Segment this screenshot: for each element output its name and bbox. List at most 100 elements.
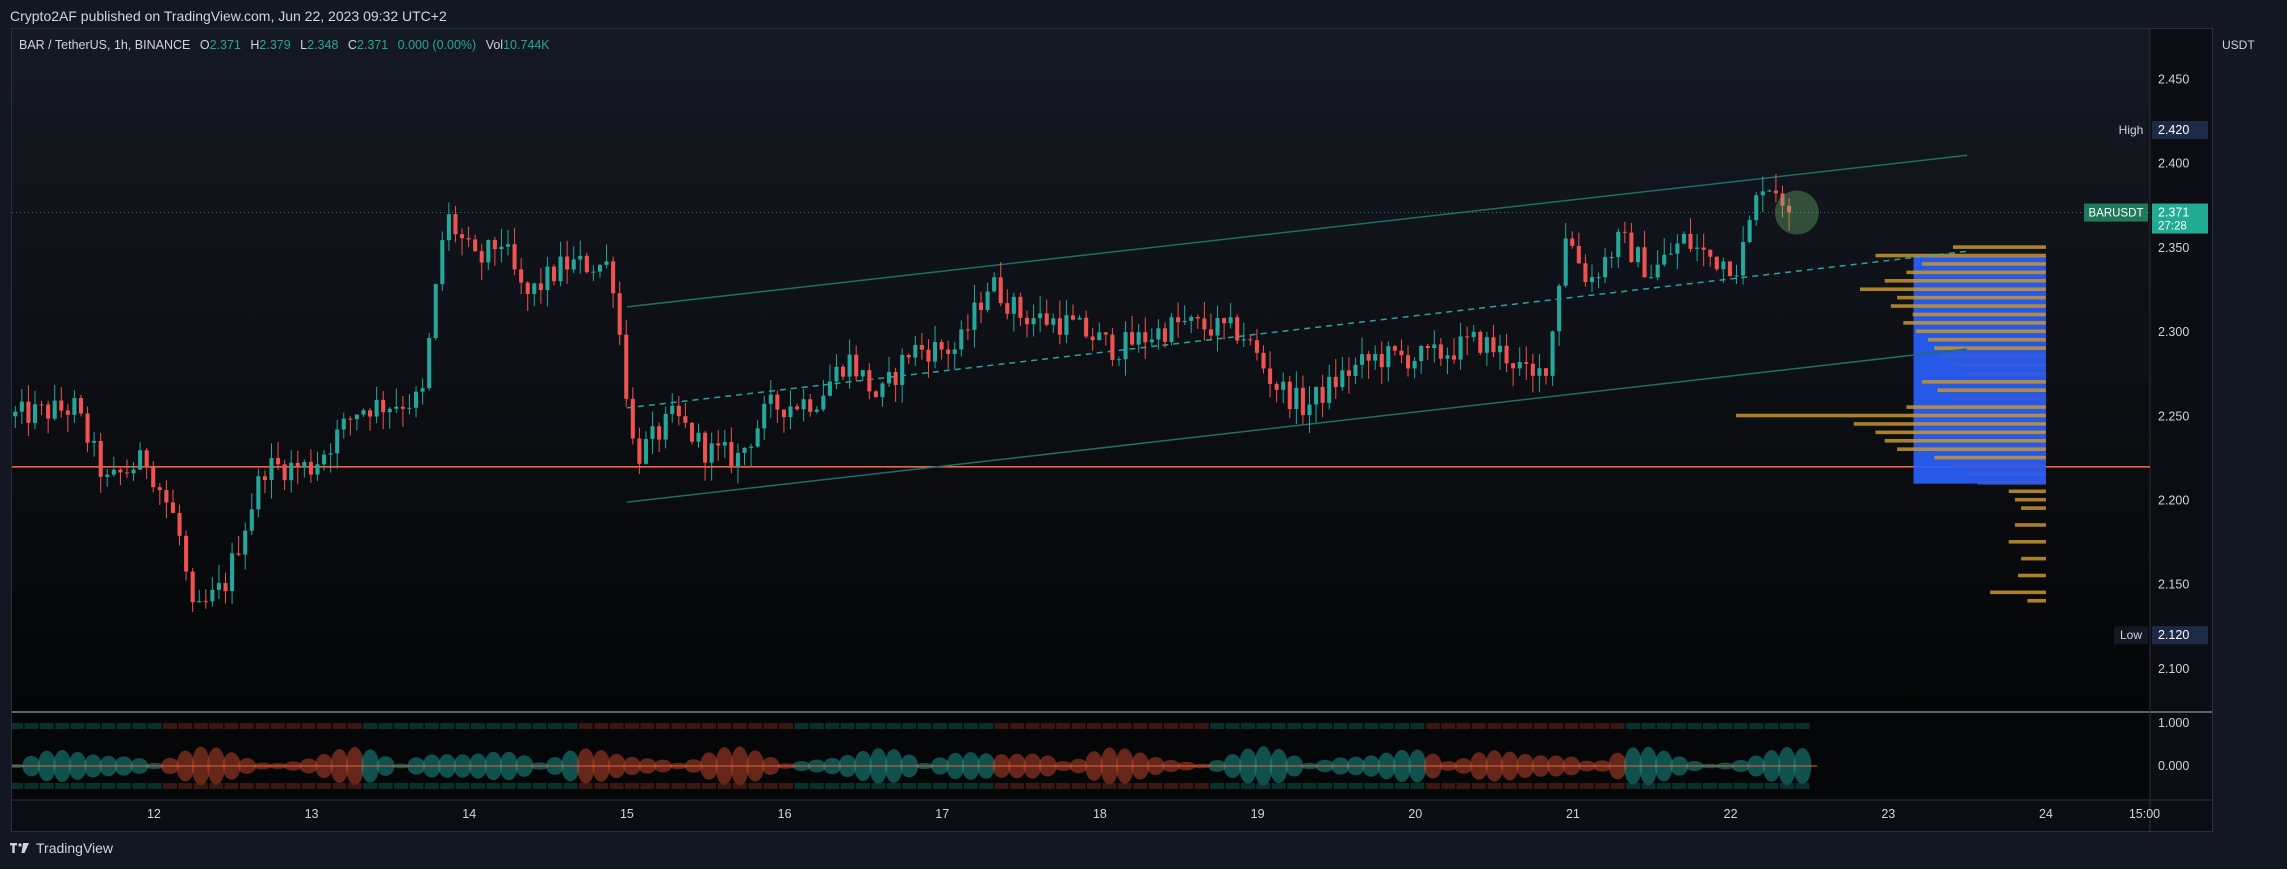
oscillator-heat-cell xyxy=(856,723,870,729)
chart-frame[interactable]: 2.450 2.400 2.350 2.300 2.250 2.200 2.150 2.100… xyxy=(11,28,2213,832)
candle xyxy=(1465,326,1470,356)
candle-body xyxy=(223,583,228,592)
oscillator-heat-cell xyxy=(1364,783,1379,789)
oscillator-heat-cell xyxy=(578,723,593,729)
candle xyxy=(1182,305,1187,325)
ohlc-legend: BAR / TetherUS, 1h, BINANCE O2.371 H2.37… xyxy=(19,38,550,52)
oscillator-heat-cell xyxy=(1194,723,1209,729)
candle-body xyxy=(466,238,471,240)
volume-profile-bar xyxy=(1977,481,2046,485)
oscillator-heat-cell xyxy=(486,723,501,729)
oscillator-heat-cell xyxy=(1117,783,1132,789)
candle xyxy=(926,339,931,378)
candle-body xyxy=(348,418,353,420)
oscillator-heat-cell xyxy=(994,783,1009,789)
price-tick-label: 2.450 xyxy=(2158,73,2189,87)
symbol-title[interactable]: BAR / TetherUS, 1h, BINANCE xyxy=(19,38,191,52)
price-tick-label: 2.350 xyxy=(2158,241,2189,255)
candle-body xyxy=(1695,247,1700,249)
candle xyxy=(1149,328,1154,346)
candle xyxy=(1070,304,1076,321)
candle-body xyxy=(689,422,694,442)
oscillator-heat-cell xyxy=(532,783,547,789)
candle xyxy=(85,406,90,453)
volume-profile-bar xyxy=(1921,380,2046,384)
candle xyxy=(32,390,38,430)
oscillator-heat-cell xyxy=(193,723,208,729)
chart-canvas[interactable]: 2.450 2.400 2.350 2.300 2.250 2.200 2.150 2.100… xyxy=(12,29,2212,831)
oscillator-heat-cell xyxy=(1318,723,1332,729)
candle-body xyxy=(322,454,327,465)
oscillator-heat-cell xyxy=(255,783,270,789)
candle xyxy=(262,470,267,494)
candle-body xyxy=(1557,285,1562,332)
candle xyxy=(276,442,281,471)
candle-body xyxy=(39,404,44,406)
candle xyxy=(1064,300,1069,344)
candle xyxy=(1307,386,1312,434)
candle xyxy=(46,400,51,434)
candle xyxy=(433,283,438,341)
candle xyxy=(1642,230,1647,278)
candle xyxy=(499,228,504,263)
volume-profile-bar xyxy=(1912,312,2046,317)
candle xyxy=(1504,333,1509,373)
candle-body xyxy=(282,464,287,481)
candle-body xyxy=(808,399,813,412)
candle-body xyxy=(551,266,557,282)
candle xyxy=(26,385,31,437)
candle-body xyxy=(59,400,64,411)
candle-body xyxy=(361,410,366,415)
candle-body xyxy=(19,401,24,412)
oscillator-heat-cell xyxy=(640,783,655,789)
oscillator-heat-cell xyxy=(1133,723,1148,729)
candle-body xyxy=(1307,404,1312,416)
candle-body xyxy=(335,429,340,454)
candle-body xyxy=(676,405,681,417)
candle xyxy=(919,332,924,360)
candle xyxy=(1629,222,1634,263)
oscillator-heat-cell xyxy=(1703,783,1717,789)
candle-body xyxy=(433,284,438,338)
candle xyxy=(985,282,990,313)
oscillator-heat-cell xyxy=(55,723,70,729)
candle-body xyxy=(1734,275,1739,277)
candle xyxy=(1688,218,1693,253)
axis-currency-label[interactable]: USDT xyxy=(2222,38,2255,52)
channel-lower-line xyxy=(626,348,1968,503)
oscillator-heat-cell xyxy=(1271,723,1286,729)
candle-body xyxy=(1287,381,1292,410)
candle-body xyxy=(341,418,346,430)
candle-body xyxy=(630,398,635,439)
candle xyxy=(1412,357,1417,379)
candle xyxy=(361,408,366,417)
candle xyxy=(308,449,313,483)
oscillator-heat-cell xyxy=(1241,783,1255,789)
candle xyxy=(1202,301,1207,341)
candle xyxy=(374,386,379,424)
oscillator-tick-label: 1.000 xyxy=(2158,716,2189,730)
footer-brand[interactable]: TradingView xyxy=(36,840,114,856)
candle xyxy=(1405,345,1411,377)
oscillator-heat-cell xyxy=(147,783,162,789)
candle xyxy=(709,432,714,481)
candle-body xyxy=(611,261,616,294)
candle-body xyxy=(1130,332,1135,345)
candle-body xyxy=(1543,368,1549,376)
oscillator-heat-cell xyxy=(1025,783,1040,789)
oscillator-heat-cell xyxy=(1672,783,1687,789)
oscillator-heat-cell xyxy=(702,723,716,729)
oscillator-heat-cell xyxy=(378,723,393,729)
oscillator-heat-cell xyxy=(1102,783,1117,789)
oscillator-heat-cell xyxy=(886,723,901,729)
candle xyxy=(354,414,359,431)
candle-body xyxy=(479,251,484,263)
candle xyxy=(59,387,64,418)
candle xyxy=(1123,321,1128,376)
candle-body xyxy=(446,214,451,241)
candle xyxy=(703,430,708,481)
oscillator-heat-cell xyxy=(1564,723,1579,729)
oscillator-heat-cell xyxy=(1379,723,1394,729)
oscillator-heat-cell xyxy=(809,783,824,789)
price-tick-label: 2.150 xyxy=(2158,578,2189,592)
